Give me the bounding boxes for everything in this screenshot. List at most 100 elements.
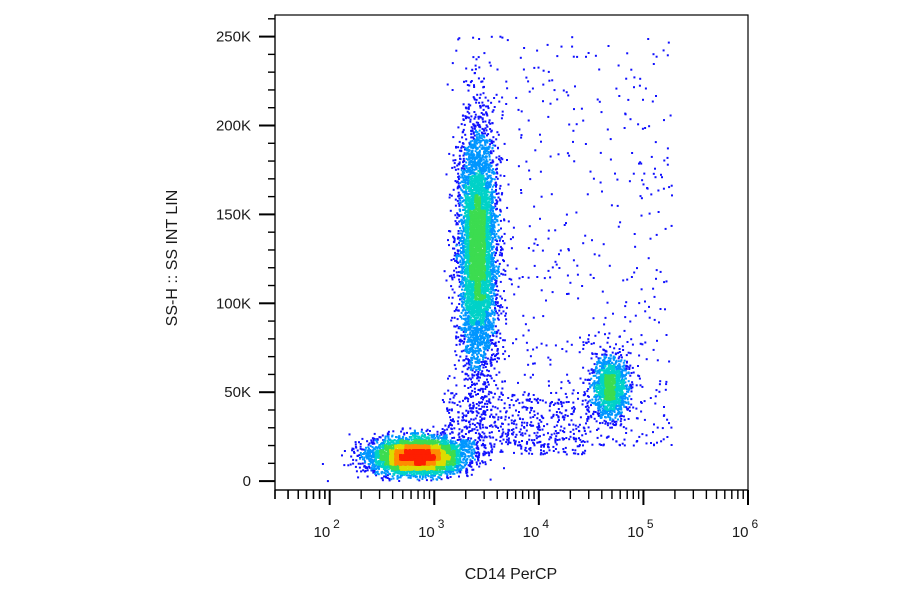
event-dot xyxy=(386,474,389,477)
event-dot xyxy=(520,136,523,139)
event-dot xyxy=(451,440,454,443)
event-dot xyxy=(623,329,626,332)
event-dot xyxy=(468,305,471,308)
event-dot xyxy=(458,175,461,178)
event-dot xyxy=(380,442,383,445)
event-dot xyxy=(477,349,480,352)
event-dot xyxy=(461,434,464,437)
event-dot xyxy=(493,379,496,382)
event-dot xyxy=(594,403,597,406)
event-dot xyxy=(486,314,489,317)
event-dot xyxy=(469,458,472,461)
event-dot xyxy=(475,451,478,454)
event-dot xyxy=(477,459,480,462)
event-dot xyxy=(492,321,495,324)
event-dot xyxy=(594,334,597,337)
event-dot xyxy=(648,305,650,308)
event-dot xyxy=(629,374,632,377)
event-dot xyxy=(481,334,484,337)
event-dot xyxy=(562,89,565,92)
event-dot xyxy=(482,444,485,447)
event-dot xyxy=(522,334,525,337)
event-dot xyxy=(572,436,575,439)
event-dot xyxy=(485,327,488,330)
event-dot xyxy=(448,408,451,411)
event-dot xyxy=(483,453,486,456)
event-dot xyxy=(630,338,633,341)
event-dot xyxy=(478,343,481,346)
event-dot xyxy=(625,432,628,434)
event-dot xyxy=(596,436,599,439)
event-dot xyxy=(436,472,439,475)
event-dot xyxy=(462,270,465,273)
event-dot xyxy=(619,424,622,427)
event-dot xyxy=(550,392,553,394)
event-dot xyxy=(550,433,553,436)
event-dot xyxy=(564,451,567,454)
event-dot xyxy=(465,349,468,352)
event-dot xyxy=(462,414,465,417)
event-dot xyxy=(470,126,473,129)
event-dot xyxy=(497,268,500,271)
event-dot xyxy=(463,464,466,467)
event-dot xyxy=(620,417,623,420)
event-dot xyxy=(472,468,475,471)
event-dot xyxy=(617,412,620,415)
event-dot xyxy=(442,401,445,404)
event-dot xyxy=(573,108,575,111)
event-dot xyxy=(432,425,435,428)
event-dot xyxy=(478,422,481,425)
event-dot xyxy=(567,249,570,252)
event-dot xyxy=(478,366,481,369)
event-dot xyxy=(459,298,461,301)
event-dot xyxy=(622,386,625,389)
event-dot xyxy=(430,435,433,438)
event-dot xyxy=(474,439,477,442)
event-dot xyxy=(471,381,473,384)
event-dot xyxy=(464,201,467,204)
event-dot xyxy=(479,136,482,139)
event-dot xyxy=(474,329,477,332)
event-dot xyxy=(501,252,503,255)
event-dot xyxy=(461,288,463,291)
event-dot xyxy=(471,384,473,386)
event-dot xyxy=(464,165,467,168)
event-dot xyxy=(588,410,591,413)
event-dot xyxy=(475,455,478,458)
event-dot xyxy=(475,323,478,326)
event-dot xyxy=(414,435,417,438)
event-dot xyxy=(471,359,474,362)
event-dot xyxy=(585,412,588,415)
event-dot xyxy=(507,441,510,444)
event-dot xyxy=(405,438,407,441)
event-dot xyxy=(483,348,486,350)
event-dot xyxy=(443,270,446,273)
event-dot xyxy=(557,153,560,156)
event-dot xyxy=(474,360,477,363)
event-dot xyxy=(523,47,526,49)
event-dot xyxy=(414,436,417,439)
event-dot xyxy=(493,283,495,286)
event-dot xyxy=(433,438,436,441)
event-dot xyxy=(489,261,492,264)
event-dot xyxy=(490,220,493,223)
event-dot xyxy=(485,395,488,398)
event-dot xyxy=(498,275,501,277)
event-dot xyxy=(625,406,628,409)
event-dot xyxy=(604,406,606,409)
event-dot xyxy=(419,476,422,479)
event-dot xyxy=(623,444,626,447)
event-dot xyxy=(554,344,557,347)
event-dot xyxy=(640,288,643,291)
event-dot xyxy=(479,126,482,129)
event-dot xyxy=(668,186,671,189)
event-dot xyxy=(492,136,495,139)
event-dot xyxy=(586,402,589,405)
event-dot xyxy=(355,446,358,449)
event-dot xyxy=(458,244,461,247)
event-dot xyxy=(488,121,491,124)
event-dot xyxy=(482,177,485,180)
event-dot xyxy=(358,466,361,469)
event-dot xyxy=(475,373,478,376)
event-dot xyxy=(522,314,525,317)
